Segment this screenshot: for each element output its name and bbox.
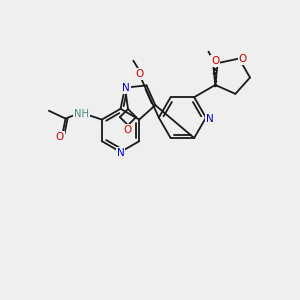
Text: N: N: [117, 148, 124, 158]
Text: N: N: [206, 114, 214, 124]
Text: N: N: [122, 83, 130, 93]
Text: O: O: [135, 69, 143, 80]
Text: O: O: [56, 132, 64, 142]
Text: O: O: [211, 56, 219, 66]
Text: O: O: [124, 125, 132, 135]
Text: NH: NH: [74, 109, 89, 119]
Text: O: O: [239, 54, 247, 64]
